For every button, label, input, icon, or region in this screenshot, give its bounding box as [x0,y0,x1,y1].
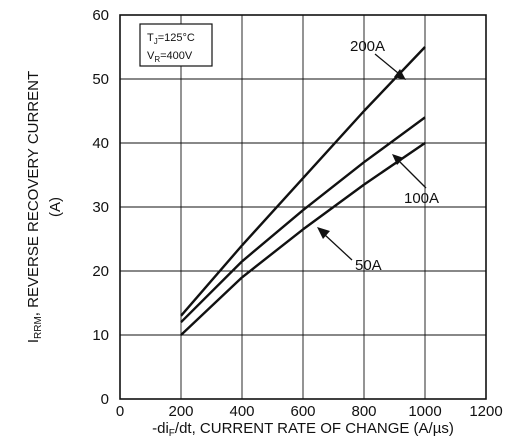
y-axis-label: IRRM, REVERSE RECOVERY CURRENT [25,71,44,343]
condition-vr: VR=400V [147,50,193,64]
y-tick-labels: 0 10 20 30 40 50 60 [92,7,109,408]
x-tick-label: 1000 [408,403,441,420]
y-tick-label: 50 [92,71,109,88]
x-tick-labels: 0 200 400 600 800 1000 1200 [116,403,503,420]
conditions-box [139,23,213,67]
label-50a: 50A [355,257,382,274]
curve-50a [180,142,426,336]
y-tick-label: 0 [101,391,109,408]
grid [119,14,487,400]
curves [180,46,426,336]
arrow-50a-line [324,234,353,261]
y-tick-label: 40 [92,135,109,152]
x-tick-label: 600 [290,403,315,420]
condition-tj: TJ=125°C [147,32,195,46]
x-axis-label: -diF/dt, CURRENT RATE OF CHANGE (A/µs) [152,420,454,439]
curve-200a [180,46,426,317]
annotations: 200A 100A 50A [317,38,439,274]
x-tick-label: 0 [116,403,124,420]
y-tick-label: 60 [92,7,109,24]
y-tick-label: 10 [92,327,109,344]
arrow-200a-line [374,53,399,74]
x-tick-label: 800 [351,403,376,420]
arrow-50a-head [317,227,330,239]
curve-100a [180,116,426,324]
plot-frame [119,14,487,400]
arrow-100a-head [392,154,404,165]
label-200a: 200A [350,38,385,55]
x-tick-label: 400 [229,403,254,420]
y-tick-label: 20 [92,263,109,280]
arrow-200a-head [394,69,406,80]
y-tick-label: 30 [92,199,109,216]
x-tick-label: 1200 [469,403,502,420]
x-tick-label: 200 [168,403,193,420]
y-axis-unit: (A) [47,197,64,217]
arrow-100a-line [399,161,427,189]
label-100a: 100A [404,190,439,207]
